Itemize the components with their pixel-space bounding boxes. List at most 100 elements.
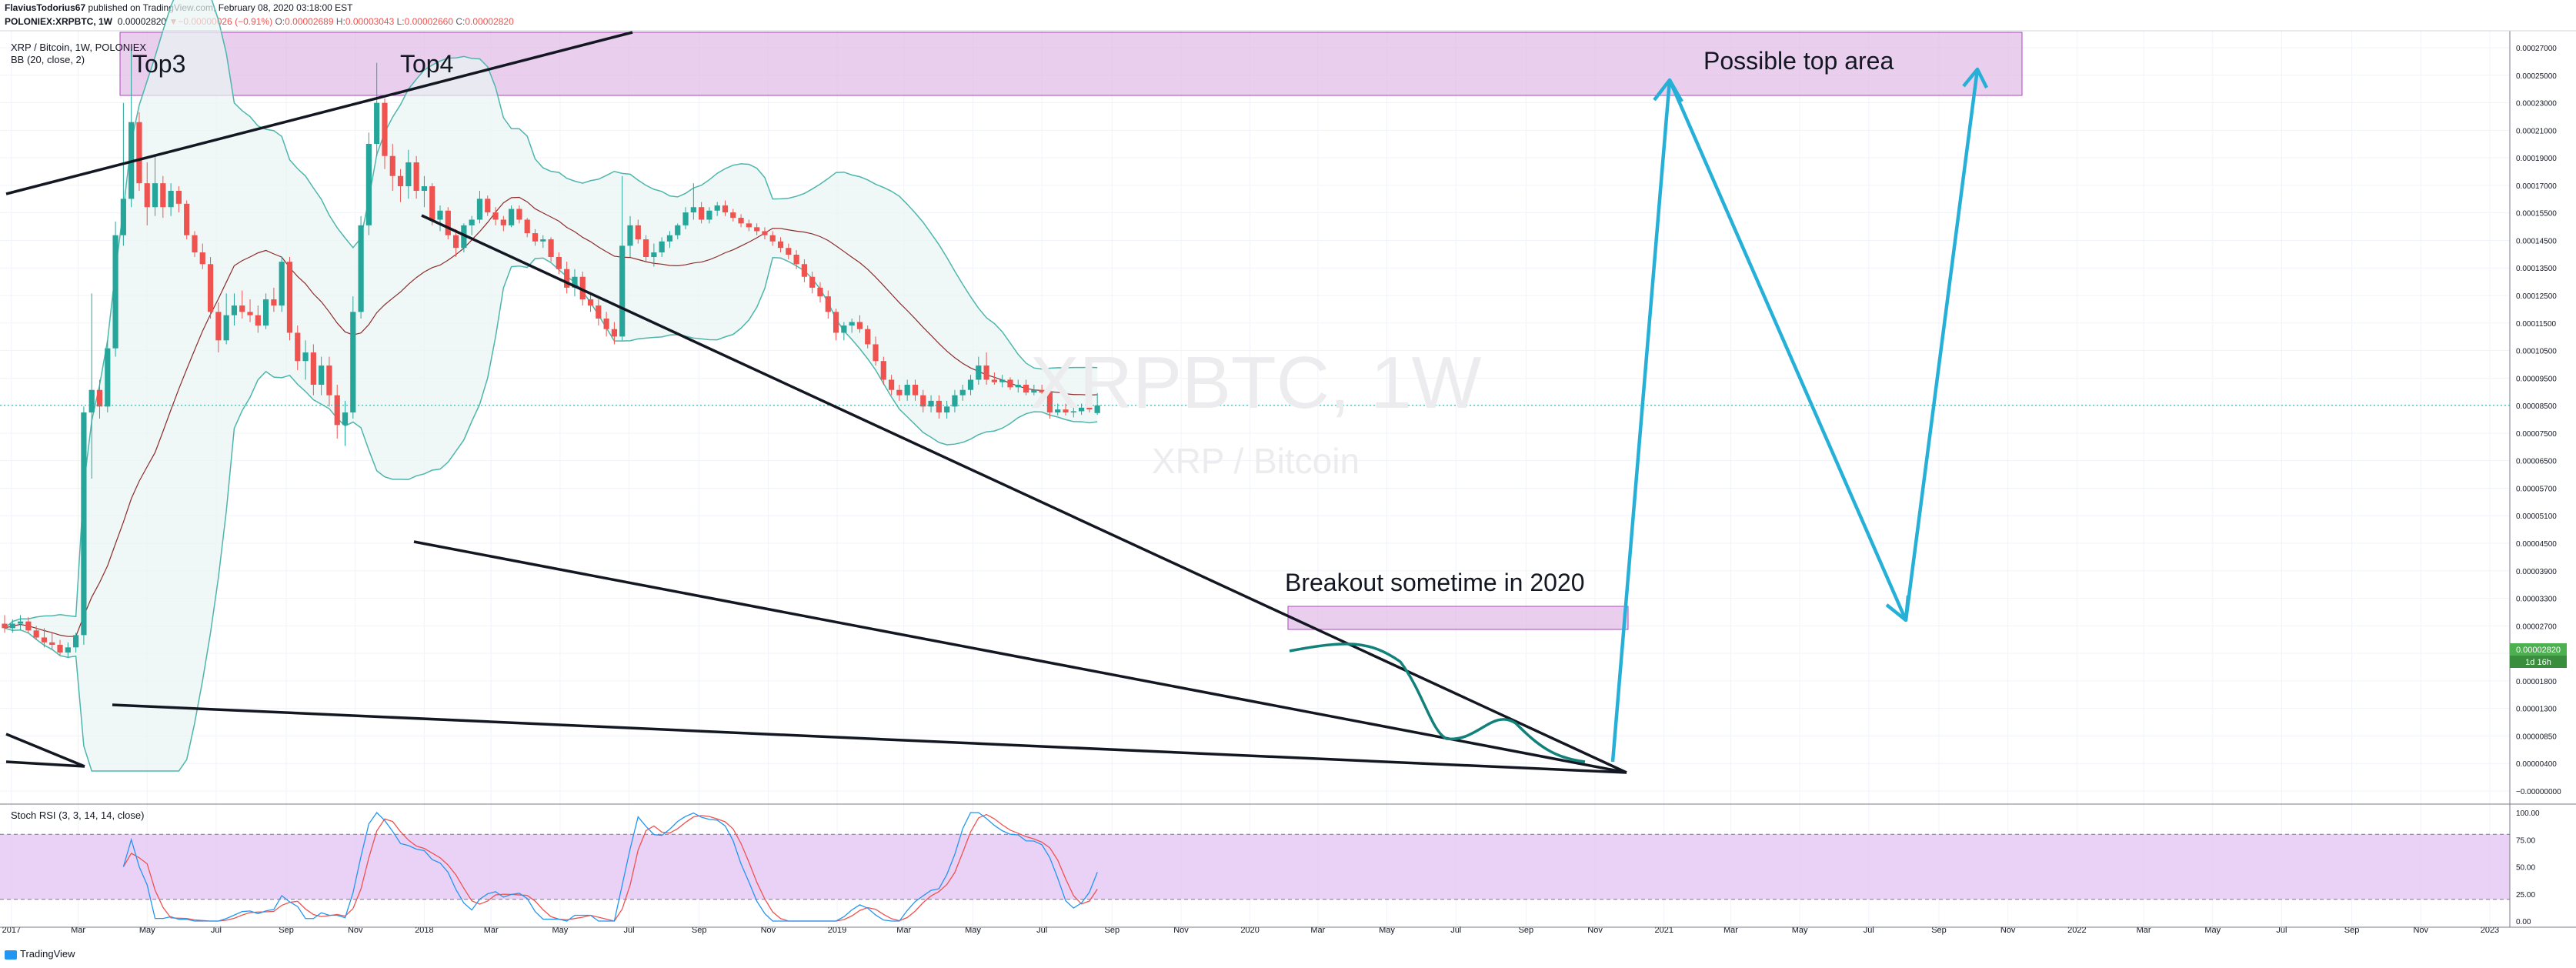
- candle-body: [239, 305, 245, 312]
- candle: [967, 375, 974, 396]
- candle-body: [81, 412, 87, 636]
- candle-body: [120, 199, 126, 235]
- candle: [1031, 384, 1037, 396]
- candle: [611, 322, 618, 345]
- candle-body: [556, 256, 562, 269]
- candle: [136, 112, 142, 192]
- label-top4: Top4: [400, 50, 453, 78]
- candle: [120, 102, 126, 246]
- candle: [105, 340, 111, 413]
- candle: [476, 191, 483, 224]
- candle: [112, 221, 118, 357]
- candle: [25, 617, 32, 633]
- candle-body: [817, 287, 823, 297]
- candle-body: [1039, 389, 1045, 393]
- candle: [699, 202, 705, 224]
- candle: [81, 406, 87, 646]
- candle-body: [524, 219, 530, 234]
- candle-body: [738, 218, 744, 224]
- candle: [603, 312, 609, 337]
- candle-body: [302, 352, 309, 362]
- candle: [596, 299, 602, 326]
- time-tick-label: Mar: [1723, 926, 1738, 935]
- time-tick-label: 2021: [1654, 926, 1673, 935]
- high-value: 0.00003043: [345, 16, 395, 27]
- bb-upper: [4, 0, 1098, 629]
- author-name[interactable]: FlaviusTodorius67: [5, 2, 86, 13]
- tradingview-brand: TradingView: [20, 948, 75, 960]
- candle-body: [889, 379, 895, 390]
- time-tick-label: Sep: [1931, 926, 1947, 935]
- candle-body: [579, 276, 586, 300]
- watermark-sub: XRP / Bitcoin: [1152, 441, 1360, 481]
- candle-body: [247, 312, 253, 315]
- candle: [865, 325, 871, 349]
- candle-body: [358, 225, 364, 312]
- candle-body: [659, 241, 665, 253]
- time-tick-label: Sep: [1519, 926, 1534, 935]
- candle: [41, 628, 48, 648]
- candle-body: [389, 155, 395, 176]
- candle: [516, 205, 522, 224]
- candle-body: [445, 210, 451, 235]
- candle: [880, 356, 886, 385]
- candle-body: [651, 252, 657, 257]
- candle-body: [754, 227, 760, 232]
- price-tick-label: 0.00019000: [2516, 155, 2557, 163]
- stoch-d-line: [122, 813, 1098, 922]
- candle-body: [1078, 407, 1085, 412]
- candle-body: [627, 225, 633, 246]
- price-tick-label: 0.00007500: [2516, 430, 2557, 439]
- candle: [1070, 406, 1076, 418]
- candle: [152, 155, 158, 216]
- candle-body: [469, 219, 475, 225]
- price-tick-label: 0.00009500: [2516, 375, 2557, 383]
- price-tick-label: 0.00002700: [2516, 623, 2557, 631]
- candle: [659, 237, 665, 257]
- candle: [809, 271, 816, 294]
- time-tick-label: 2017: [2, 926, 21, 935]
- stoch-k-line: [122, 811, 1098, 922]
- candle-body: [207, 264, 214, 312]
- candle: [413, 155, 419, 199]
- candle-body: [231, 305, 238, 315]
- price-tag-countdown: 1d 16h: [2525, 658, 2551, 667]
- candle: [912, 379, 919, 401]
- candle: [889, 375, 895, 396]
- candle: [326, 356, 332, 407]
- candle-body: [1007, 379, 1013, 388]
- candle-body: [1094, 405, 1100, 413]
- candle: [382, 98, 388, 169]
- time-tick-label: Mar: [1310, 926, 1325, 935]
- candle-body: [928, 400, 934, 407]
- time-tick-label: May: [1379, 926, 1395, 935]
- tradingview-footer[interactable]: TradingView: [5, 948, 75, 960]
- candle: [175, 186, 182, 213]
- legend-stoch[interactable]: Stoch RSI (3, 3, 14, 14, close): [11, 809, 144, 821]
- breakout-zone: [1287, 606, 1629, 630]
- candle-body: [912, 384, 919, 396]
- publish-info: FlaviusTodorius67 published on TradingVi…: [5, 2, 352, 13]
- candle-body: [690, 207, 696, 213]
- candle-body: [279, 262, 285, 306]
- price-tick-label: 0.00003300: [2516, 596, 2557, 604]
- candle-body: [421, 186, 428, 192]
- stoch-tick-label: 50.00: [2516, 864, 2535, 873]
- time-tick-label: 2023: [2481, 926, 2499, 935]
- candle: [1015, 379, 1021, 393]
- candle: [849, 319, 855, 333]
- projection-path-line: [1289, 643, 1586, 763]
- candle-body: [1086, 407, 1093, 410]
- trendlines: [5, 31, 1627, 774]
- candle-body: [152, 183, 158, 208]
- open-value: 0.00002689: [285, 16, 334, 27]
- candle: [492, 207, 499, 225]
- legend-bb[interactable]: BB (20, close, 2): [11, 54, 85, 65]
- candle-body: [160, 183, 166, 208]
- candle-body: [223, 315, 229, 341]
- candle: [627, 215, 633, 257]
- candle-body: [365, 143, 372, 225]
- candle-body: [2, 623, 8, 629]
- close-value: 0.00002820: [465, 16, 514, 27]
